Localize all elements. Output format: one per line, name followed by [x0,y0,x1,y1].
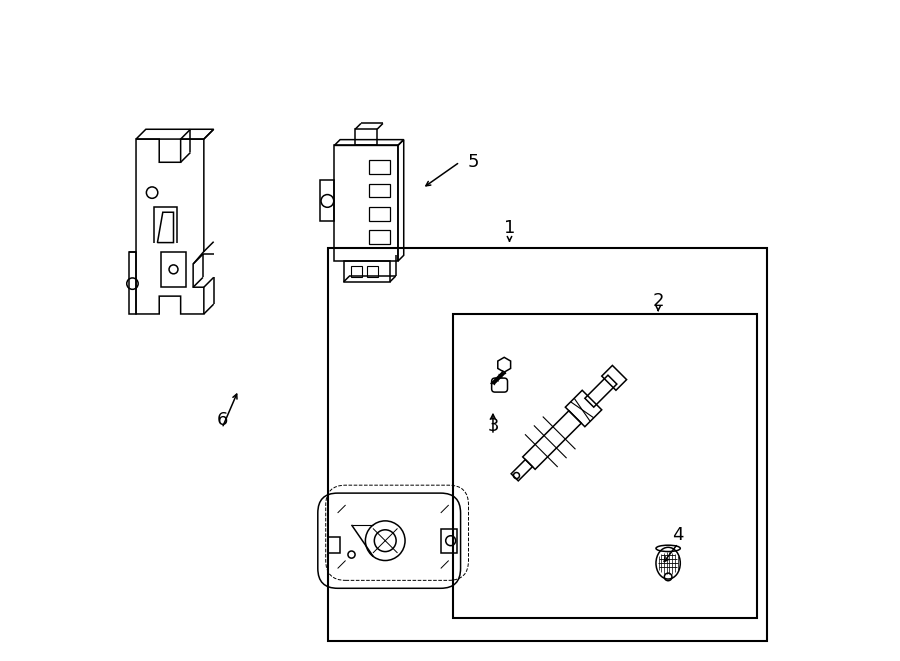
Circle shape [348,551,356,558]
Bar [369,230,390,244]
Text: 1: 1 [504,219,515,237]
Bar [366,266,378,278]
Bar [328,248,768,641]
Bar [441,529,456,553]
Text: 6: 6 [216,410,228,429]
Text: 2: 2 [652,292,664,310]
Bar [369,184,390,198]
Text: 4: 4 [672,526,684,545]
Bar [454,314,758,618]
Bar [369,207,390,221]
Text: 5: 5 [467,153,479,171]
Text: 3: 3 [487,417,499,436]
Bar [328,537,339,553]
Bar [602,366,626,390]
Bar [350,266,362,278]
Bar [369,161,390,175]
